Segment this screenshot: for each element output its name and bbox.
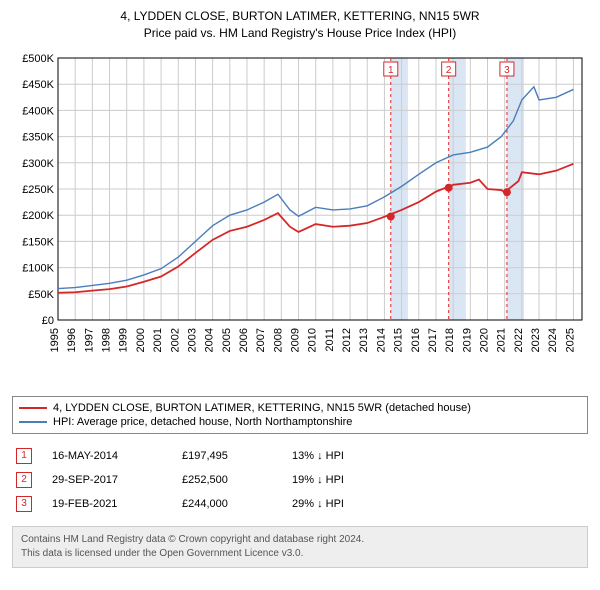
svg-text:2017: 2017 bbox=[427, 328, 439, 352]
svg-text:£150K: £150K bbox=[22, 236, 54, 248]
sale-row-1: 1 16-MAY-2014 £197,495 13% ↓ HPI bbox=[12, 444, 588, 468]
sale-price-1: £197,495 bbox=[182, 450, 272, 462]
svg-text:2013: 2013 bbox=[358, 328, 370, 352]
attribution-box: Contains HM Land Registry data © Crown c… bbox=[12, 526, 588, 568]
svg-text:2016: 2016 bbox=[410, 328, 422, 352]
svg-text:1997: 1997 bbox=[83, 328, 95, 352]
svg-text:1995: 1995 bbox=[49, 328, 61, 352]
legend-label-property: 4, LYDDEN CLOSE, BURTON LATIMER, KETTERI… bbox=[53, 402, 471, 414]
svg-text:2020: 2020 bbox=[479, 328, 491, 352]
sale-price-2: £252,500 bbox=[182, 474, 272, 486]
svg-text:2: 2 bbox=[446, 65, 452, 76]
legend-swatch-hpi bbox=[19, 421, 47, 423]
sale-marker-3: 3 bbox=[16, 496, 32, 512]
svg-text:£300K: £300K bbox=[22, 157, 54, 169]
legend-row-hpi: HPI: Average price, detached house, Nort… bbox=[19, 415, 581, 429]
svg-text:1999: 1999 bbox=[118, 328, 130, 352]
svg-text:£400K: £400K bbox=[22, 105, 54, 117]
svg-text:£450K: £450K bbox=[22, 79, 54, 91]
svg-text:1998: 1998 bbox=[101, 328, 113, 352]
svg-text:£100K: £100K bbox=[22, 262, 54, 274]
svg-text:2024: 2024 bbox=[547, 328, 559, 352]
sale-marker-3-num: 3 bbox=[21, 498, 27, 509]
title-line-2: Price paid vs. HM Land Registry's House … bbox=[10, 25, 590, 42]
svg-text:£500K: £500K bbox=[22, 53, 54, 65]
svg-text:3: 3 bbox=[504, 65, 510, 76]
sale-diff-2: 19% ↓ HPI bbox=[292, 474, 402, 486]
legend-row-property: 4, LYDDEN CLOSE, BURTON LATIMER, KETTERI… bbox=[19, 401, 581, 415]
svg-text:2022: 2022 bbox=[513, 328, 525, 352]
svg-text:2003: 2003 bbox=[186, 328, 198, 352]
sale-date-1: 16-MAY-2014 bbox=[52, 450, 162, 462]
legend-label-hpi: HPI: Average price, detached house, Nort… bbox=[53, 416, 352, 428]
svg-text:£200K: £200K bbox=[22, 210, 54, 222]
title-block: 4, LYDDEN CLOSE, BURTON LATIMER, KETTERI… bbox=[10, 8, 590, 42]
svg-text:2011: 2011 bbox=[324, 328, 336, 352]
svg-text:1: 1 bbox=[388, 65, 394, 76]
sale-date-2: 29-SEP-2017 bbox=[52, 474, 162, 486]
svg-text:2009: 2009 bbox=[290, 328, 302, 352]
sale-marker-2-num: 2 bbox=[21, 474, 27, 485]
svg-text:2019: 2019 bbox=[461, 328, 473, 352]
sales-block: 1 16-MAY-2014 £197,495 13% ↓ HPI 2 29-SE… bbox=[12, 444, 588, 516]
svg-text:2006: 2006 bbox=[238, 328, 250, 352]
chart-area: £0 £50K £100K £150K £200K £250K £300K £350K £400… bbox=[12, 50, 588, 390]
sale-diff-1: 13% ↓ HPI bbox=[292, 450, 402, 462]
sale-marker-1: 1 bbox=[16, 448, 32, 464]
legend-swatch-property bbox=[19, 407, 47, 409]
svg-text:£50K: £50K bbox=[28, 288, 54, 300]
sale-price-3: £244,000 bbox=[182, 498, 272, 510]
svg-text:2015: 2015 bbox=[393, 328, 405, 352]
svg-text:2021: 2021 bbox=[496, 328, 508, 352]
sale-row-2: 2 29-SEP-2017 £252,500 19% ↓ HPI bbox=[12, 468, 588, 492]
svg-text:2008: 2008 bbox=[272, 328, 284, 352]
svg-text:1996: 1996 bbox=[66, 328, 78, 352]
line-chart-svg: £0 £50K £100K £150K £200K £250K £300K £350K £400… bbox=[12, 50, 588, 390]
svg-text:2025: 2025 bbox=[564, 328, 576, 352]
svg-text:£0: £0 bbox=[42, 315, 54, 327]
sale-date-3: 19-FEB-2021 bbox=[52, 498, 162, 510]
attribution-line-2: This data is licensed under the Open Gov… bbox=[21, 547, 579, 561]
legend-box: 4, LYDDEN CLOSE, BURTON LATIMER, KETTERI… bbox=[12, 396, 588, 434]
sale-marker-2: 2 bbox=[16, 472, 32, 488]
sale-diff-3: 29% ↓ HPI bbox=[292, 498, 402, 510]
svg-text:2000: 2000 bbox=[135, 328, 147, 352]
sale-marker-1-num: 1 bbox=[21, 450, 27, 461]
chart-container: 4, LYDDEN CLOSE, BURTON LATIMER, KETTERI… bbox=[0, 0, 600, 590]
svg-text:2001: 2001 bbox=[152, 328, 164, 352]
svg-text:£250K: £250K bbox=[22, 184, 54, 196]
svg-text:2004: 2004 bbox=[204, 328, 216, 352]
svg-text:2012: 2012 bbox=[341, 328, 353, 352]
svg-text:2007: 2007 bbox=[255, 328, 267, 352]
sale-row-3: 3 19-FEB-2021 £244,000 29% ↓ HPI bbox=[12, 492, 588, 516]
svg-text:2023: 2023 bbox=[530, 328, 542, 352]
attribution-line-1: Contains HM Land Registry data © Crown c… bbox=[21, 533, 579, 547]
svg-text:2002: 2002 bbox=[169, 328, 181, 352]
svg-text:2018: 2018 bbox=[444, 328, 456, 352]
svg-text:£350K: £350K bbox=[22, 131, 54, 143]
title-line-1: 4, LYDDEN CLOSE, BURTON LATIMER, KETTERI… bbox=[10, 8, 590, 25]
svg-text:2005: 2005 bbox=[221, 328, 233, 352]
svg-text:2010: 2010 bbox=[307, 328, 319, 352]
svg-text:2014: 2014 bbox=[375, 328, 387, 352]
